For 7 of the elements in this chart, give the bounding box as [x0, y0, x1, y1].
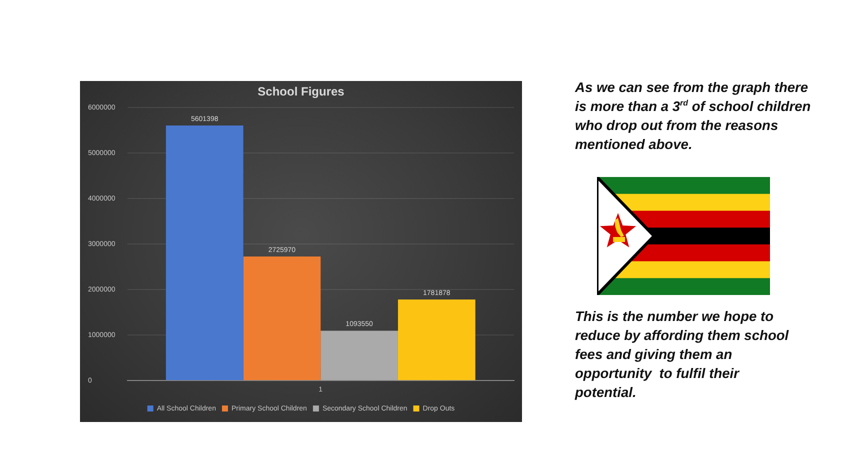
bar: [320, 330, 398, 380]
bar: [166, 126, 244, 380]
text: As we can see from the graph there is more than a 3$^{rd}$ of school children who drop out from the reasons mentioned above.: [575, 79, 812, 154]
chart-title: School Figures: [258, 84, 345, 99]
bar: [398, 299, 476, 380]
text: This is the number we hope to reduce by affording them school fees and giving them an opportunity to fulfil their potential.: [575, 308, 790, 402]
bar: [243, 256, 321, 380]
